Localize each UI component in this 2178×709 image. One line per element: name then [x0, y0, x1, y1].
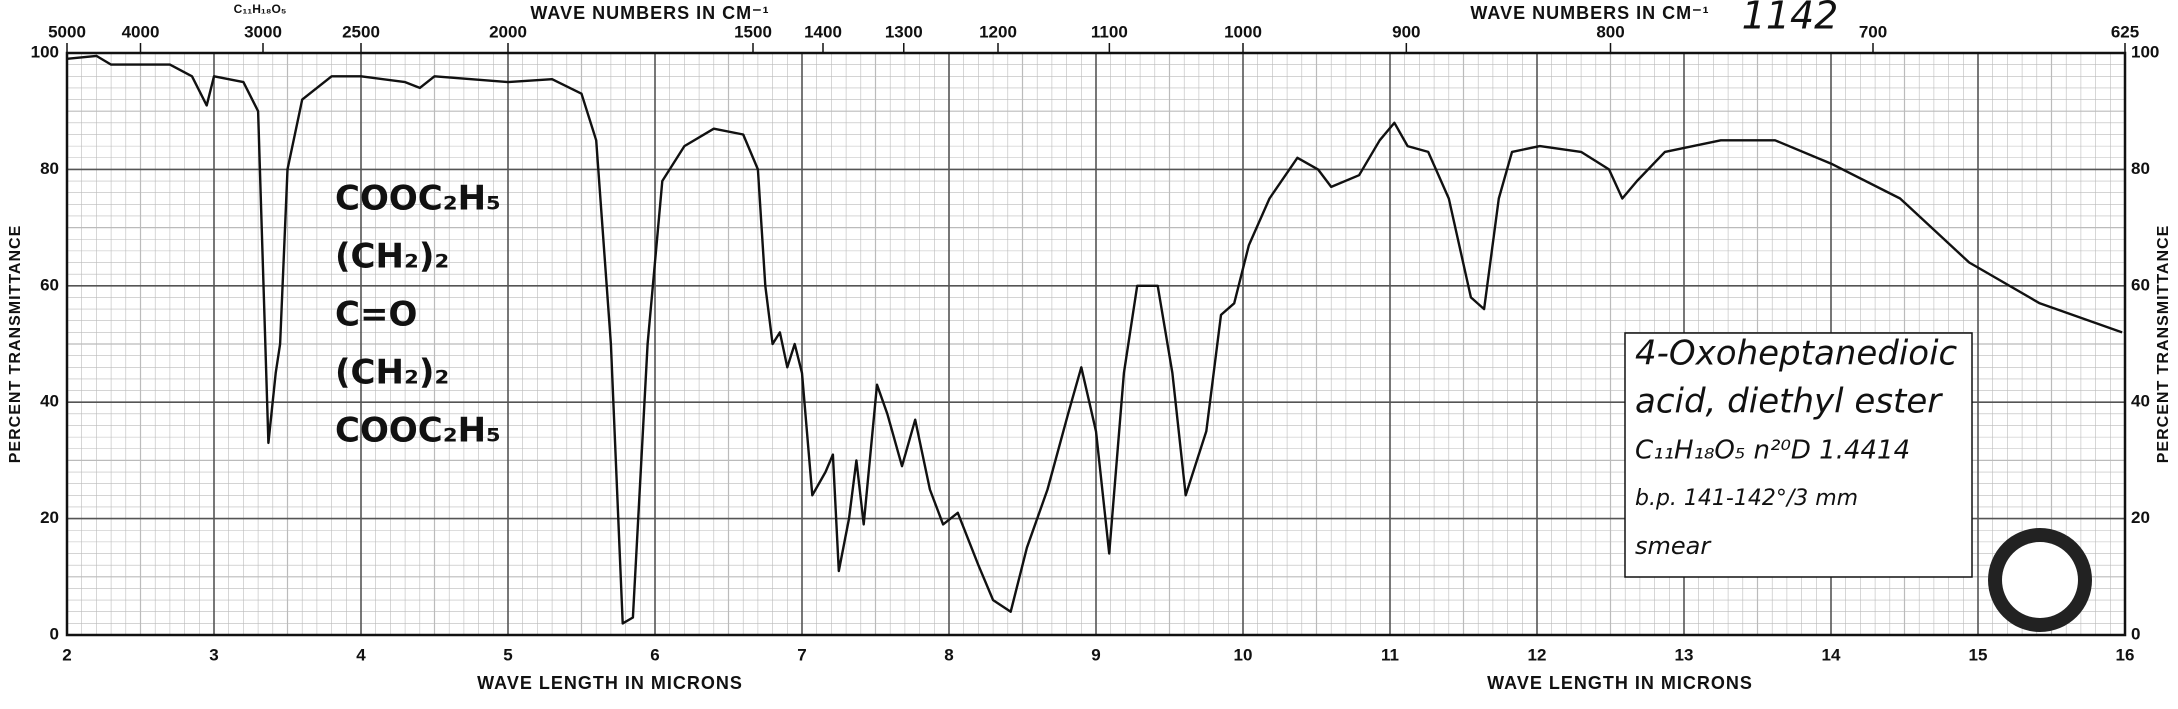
x-tick-label: 7: [797, 645, 806, 664]
label-line: smear: [1635, 532, 1712, 560]
top-tick-label: 700: [1859, 22, 1887, 41]
top-tick-label: 625: [2111, 22, 2139, 41]
structure-line: COOC₂H₅: [335, 179, 501, 219]
top-tick-label: 5000: [48, 22, 86, 41]
y-tick-label-right: 40: [2131, 392, 2150, 411]
plot-frame: [65, 51, 2127, 637]
top-tick-label: 1000: [1224, 22, 1262, 41]
x-tick-label: 16: [2116, 645, 2135, 664]
x-tick-label: 14: [1822, 645, 1841, 664]
y-tick-label: 40: [40, 392, 59, 411]
label-box: [1624, 332, 1973, 578]
x-tick-label: 11: [1381, 645, 1399, 664]
y-axis-label: PERCENT TRANSMITTANCE: [7, 225, 24, 463]
top-tick-label: 1100: [1091, 22, 1128, 41]
y-tick-label: 100: [31, 42, 59, 61]
top-axis-label: WAVE NUMBERS IN CM⁻¹: [1470, 3, 1709, 23]
label-line: C₁₁H₁₈O₅ n²⁰D 1.4414: [1635, 436, 1910, 466]
top-tick-label: 4000: [122, 22, 160, 41]
x-tick-label: 6: [650, 645, 659, 664]
x-tick-label: 8: [944, 645, 953, 664]
formula-header: C₁₁H₁₈O₅: [234, 2, 287, 16]
top-tick-label: 800: [1596, 22, 1624, 41]
top-tick-label: 2000: [489, 22, 527, 41]
x-tick-label: 3: [209, 645, 218, 664]
y-tick-label: 20: [40, 508, 59, 527]
x-tick-label: 13: [1675, 645, 1694, 664]
y-axis-label-right: PERCENT TRANSMITTANCE: [2155, 225, 2172, 463]
structure-line: COOC₂H₅: [335, 411, 501, 451]
structure-line: (CH₂)₂: [335, 237, 449, 277]
y-tick-label-right: 60: [2131, 275, 2150, 294]
x-tick-label: 2: [62, 645, 71, 664]
structure-line: (CH₂)₂: [335, 353, 449, 393]
structure-line: C=O: [335, 295, 417, 335]
catalog-number: 1142: [1742, 0, 1839, 38]
x-axis-label: WAVE LENGTH IN MICRONS: [1487, 673, 1753, 693]
marks: 2 3 4 5 6 7 8 9 10 11 12 13 14 15 16 0 0 20 20 40 40 60 60 80 80…: [31, 22, 2160, 664]
y-tick-label-right: 80: [2131, 159, 2150, 178]
y-tick-label-right: 0: [2131, 624, 2140, 643]
top-tick-label: 1400: [804, 22, 842, 41]
top-axis-label: WAVE NUMBERS IN CM⁻¹: [530, 3, 769, 23]
top-tick-label: 1500: [734, 22, 772, 41]
label-line: b.p. 141-142°/3 mm: [1635, 486, 1858, 511]
x-tick-label: 4: [356, 645, 366, 664]
y-tick-label-right: 20: [2131, 508, 2150, 527]
y-tick-label: 0: [50, 624, 59, 643]
x-tick-label: 10: [1234, 645, 1253, 664]
x-tick-label: 15: [1969, 645, 1988, 664]
top-tick-label: 1300: [885, 22, 923, 41]
y-tick-label: 60: [40, 275, 59, 294]
top-tick-label: 2500: [342, 22, 380, 41]
y-tick-label-right: 100: [2131, 42, 2159, 61]
y-tick-label: 80: [40, 159, 59, 178]
x-axis-label: WAVE LENGTH IN MICRONS: [477, 673, 743, 693]
top-tick-label: 3000: [244, 22, 282, 41]
x-tick-label: 9: [1091, 645, 1100, 664]
spectrum-line: [66, 54, 2123, 625]
label-line: acid, diethyl ester: [1635, 382, 1943, 422]
stamp-inner: [2002, 542, 2078, 618]
x-tick-label: 12: [1528, 645, 1547, 664]
top-tick-label: 900: [1392, 22, 1420, 41]
label-line: 4-Oxoheptanedioic: [1635, 334, 1958, 374]
x-tick-label: 5: [503, 645, 512, 664]
top-tick-label: 1200: [979, 22, 1017, 41]
